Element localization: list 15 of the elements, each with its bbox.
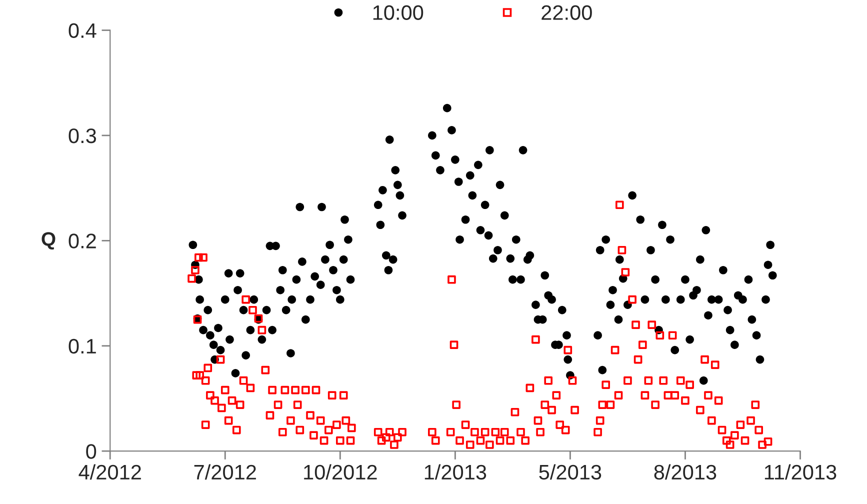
y-tick-label: 0.2 xyxy=(68,234,96,248)
y-tick-label: 0.3 xyxy=(68,128,96,144)
x-tick-label: 11/2013 xyxy=(764,464,836,480)
y-axis-title: Q xyxy=(42,232,56,250)
x-tick-label: 4/2012 xyxy=(78,464,141,480)
legend-label: 10:00 xyxy=(373,5,424,20)
x-tick-label: 7/2012 xyxy=(194,464,256,480)
y-tick-label: 0.1 xyxy=(68,338,96,354)
x-tick-label: 5/2013 xyxy=(539,464,602,480)
legend-label: 22:00 xyxy=(542,5,592,20)
x-tick-label: 8/2013 xyxy=(654,464,716,480)
x-tick-label: 10/2012 xyxy=(304,464,377,480)
y-tick-label: 0 xyxy=(86,444,96,459)
y-tick-label: 0.4 xyxy=(68,23,96,38)
x-tick-label: 1/2013 xyxy=(424,464,486,480)
